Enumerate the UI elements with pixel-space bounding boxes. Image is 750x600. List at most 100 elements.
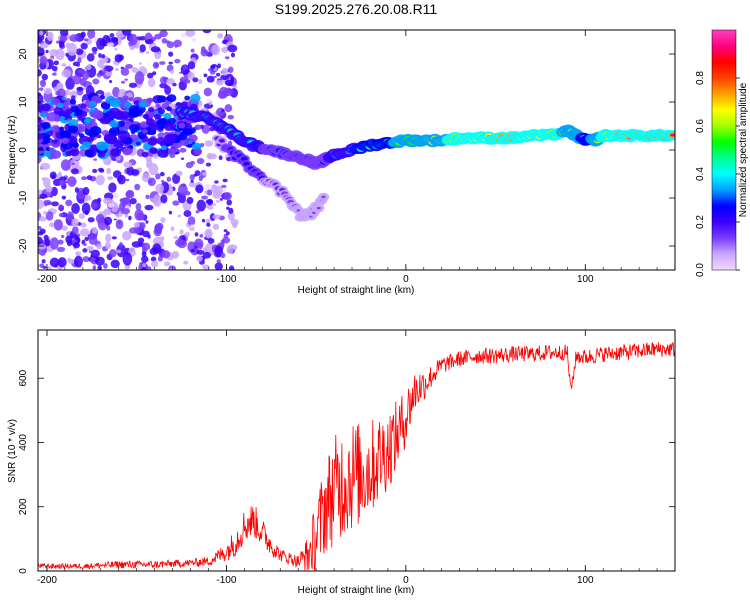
noise-blob bbox=[166, 78, 175, 85]
noise-blob bbox=[98, 53, 102, 58]
noise-blob bbox=[211, 185, 218, 193]
noise-blob bbox=[96, 72, 102, 77]
noise-blob bbox=[185, 30, 196, 37]
band-blob bbox=[48, 147, 54, 152]
noise-blob bbox=[61, 195, 67, 200]
noise-blob bbox=[209, 70, 216, 75]
y-tick-label: 200 bbox=[18, 498, 29, 515]
band-blob bbox=[156, 137, 166, 145]
noise-blob bbox=[83, 243, 87, 247]
noise-blob bbox=[106, 167, 112, 175]
x-tick-label: 0 bbox=[403, 274, 409, 285]
noise-blob bbox=[114, 48, 118, 51]
noise-blob bbox=[65, 89, 70, 96]
noise-blob bbox=[133, 222, 140, 228]
noise-blob bbox=[220, 74, 230, 81]
noise-blob bbox=[155, 222, 164, 231]
band-blob bbox=[70, 105, 79, 113]
noise-blob bbox=[172, 250, 180, 259]
noise-blob bbox=[205, 230, 212, 238]
noise-blob bbox=[38, 69, 42, 77]
noise-blob bbox=[227, 114, 234, 120]
noise-blob bbox=[53, 86, 58, 92]
noise-blob bbox=[168, 61, 173, 65]
noise-blob bbox=[61, 63, 67, 67]
band-blob bbox=[183, 128, 192, 136]
y-tick-label: 10 bbox=[18, 96, 29, 108]
noise-blob bbox=[201, 218, 206, 223]
noise-blob bbox=[231, 222, 238, 229]
band-blob bbox=[161, 145, 167, 151]
noise-blob bbox=[129, 33, 138, 46]
noise-blob bbox=[206, 204, 214, 210]
noise-blob bbox=[190, 224, 194, 229]
band-blob bbox=[149, 123, 159, 131]
noise-blob bbox=[39, 42, 49, 49]
main-trace-core bbox=[670, 133, 675, 137]
band-blob bbox=[84, 149, 94, 158]
noise-blob bbox=[43, 177, 51, 188]
noise-blob bbox=[152, 61, 160, 69]
noise-blob bbox=[99, 168, 105, 173]
noise-blob bbox=[65, 199, 73, 207]
band-blob bbox=[175, 102, 182, 107]
noise-blob bbox=[142, 263, 146, 267]
noise-blob bbox=[81, 70, 90, 81]
noise-blob bbox=[173, 235, 179, 240]
noise-blob bbox=[214, 180, 219, 184]
noise-blob bbox=[128, 215, 132, 221]
noise-blob bbox=[137, 213, 145, 220]
band-blob bbox=[89, 144, 98, 151]
noise-blob bbox=[92, 78, 100, 85]
noise-blob bbox=[96, 37, 106, 50]
noise-blob bbox=[105, 233, 112, 243]
noise-blob bbox=[195, 90, 200, 95]
noise-blob bbox=[38, 231, 44, 236]
band-blob bbox=[89, 101, 97, 107]
noise-blob bbox=[226, 206, 230, 210]
noise-blob bbox=[87, 217, 95, 223]
noise-blob bbox=[187, 72, 195, 80]
noise-blob bbox=[204, 190, 208, 195]
noise-blob bbox=[170, 69, 174, 75]
noise-blob bbox=[38, 93, 44, 104]
noise-blob bbox=[224, 56, 230, 60]
band-blob bbox=[155, 103, 161, 109]
secondary-trace-core bbox=[244, 162, 249, 166]
colorbar-tick-label: 0.2 bbox=[695, 215, 706, 229]
noise-blob bbox=[45, 185, 53, 193]
noise-blob bbox=[166, 176, 172, 182]
band-blob bbox=[139, 121, 149, 128]
noise-blob bbox=[49, 237, 59, 250]
noise-blob bbox=[144, 204, 154, 211]
noise-blob bbox=[204, 140, 214, 147]
noise-blob bbox=[117, 174, 126, 185]
noise-blob bbox=[51, 72, 57, 76]
noise-blob bbox=[166, 41, 175, 49]
noise-blob bbox=[43, 199, 52, 206]
band-blob bbox=[117, 120, 126, 127]
noise-blob bbox=[195, 184, 204, 194]
noise-blob bbox=[134, 183, 141, 191]
band-blob bbox=[163, 123, 174, 132]
x-tick-label: -100 bbox=[216, 274, 236, 285]
noise-blob bbox=[95, 213, 105, 224]
noise-blob bbox=[77, 57, 82, 64]
noise-blob bbox=[202, 172, 207, 176]
noise-blob bbox=[134, 71, 145, 85]
noise-blob bbox=[129, 227, 138, 234]
noise-blob bbox=[216, 259, 221, 264]
noise-blob bbox=[46, 31, 54, 42]
colorbar-ticks: 0.0 0.2 0.4 0.6 0.8 bbox=[695, 71, 740, 277]
noise-blob bbox=[72, 74, 82, 85]
band-blob bbox=[68, 119, 79, 128]
noise-blob bbox=[227, 211, 235, 221]
noise-blob bbox=[223, 87, 234, 97]
noise-blob bbox=[141, 172, 151, 183]
noise-blob bbox=[103, 262, 108, 269]
noise-blob bbox=[222, 187, 226, 192]
band-blob bbox=[128, 108, 141, 118]
noise-blob bbox=[159, 76, 168, 85]
band-blob bbox=[108, 107, 121, 117]
